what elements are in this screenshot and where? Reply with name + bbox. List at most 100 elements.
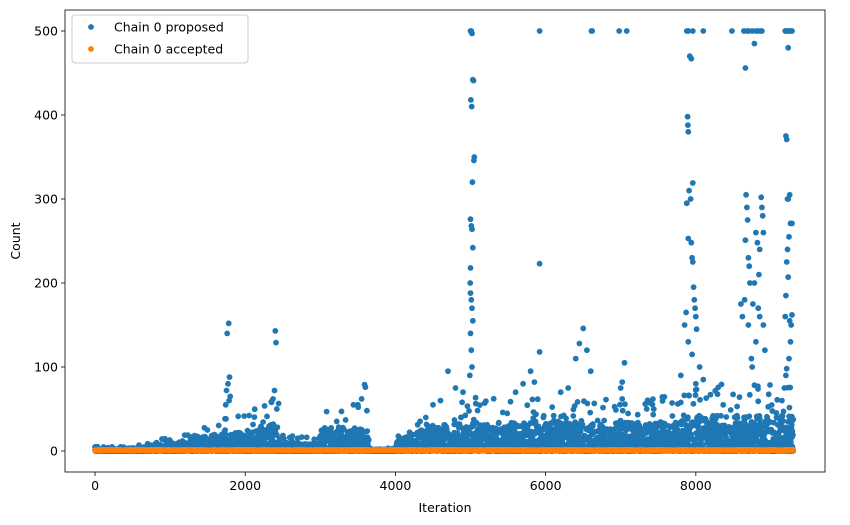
proposed-point (549, 404, 556, 410)
proposed-point (692, 380, 699, 387)
proposed-point (650, 411, 657, 418)
proposed-point (744, 217, 751, 223)
proposed-point (790, 416, 797, 423)
proposed-point (707, 391, 714, 398)
proposed-point (462, 412, 469, 419)
proposed-point (762, 347, 768, 354)
proposed-point (577, 428, 584, 435)
proposed-point (226, 397, 233, 404)
proposed-point (674, 427, 681, 433)
proposed-point (437, 397, 444, 404)
proposed-point (355, 401, 361, 408)
proposed-point (783, 292, 789, 299)
proposed-point (685, 28, 692, 34)
proposed-point (688, 55, 695, 62)
proposed-point (273, 406, 280, 412)
proposed-point (779, 413, 786, 419)
proposed-point (751, 40, 758, 47)
proposed-point (743, 191, 749, 198)
proposed-point (469, 226, 475, 233)
proposed-point (669, 400, 675, 406)
proposed-point (685, 414, 691, 421)
proposed-point (323, 408, 330, 415)
proposed-point (789, 312, 795, 318)
proposed-point (472, 394, 479, 401)
proposed-point (785, 274, 792, 280)
proposed-point (469, 30, 475, 37)
proposed-point (466, 408, 472, 414)
proposed-point (720, 401, 727, 408)
proposed-point (729, 28, 735, 34)
proposed-point (693, 386, 700, 393)
proposed-point (470, 77, 477, 84)
proposed-point (540, 412, 547, 419)
proposed-point (512, 389, 519, 396)
proposed-point (222, 401, 229, 408)
proposed-point (241, 413, 248, 419)
proposed-point (338, 408, 345, 415)
proposed-point (784, 246, 791, 253)
proposed-point (335, 424, 342, 431)
proposed-point (755, 398, 762, 405)
proposed-point (759, 204, 765, 211)
proposed-point (695, 428, 702, 435)
proposed-point (786, 233, 792, 240)
proposed-point (650, 406, 657, 412)
proposed-point (742, 237, 749, 244)
proposed-point (467, 330, 474, 337)
proposed-point (342, 417, 349, 423)
proposed-point (364, 407, 370, 414)
proposed-point (753, 229, 759, 236)
proposed-point (464, 403, 471, 409)
proposed-point (469, 305, 475, 312)
proposed-point (753, 338, 759, 345)
proposed-point (572, 355, 579, 362)
proposed-point (681, 392, 688, 399)
proposed-point (422, 414, 429, 421)
proposed-point (483, 398, 489, 405)
proposed-point (756, 246, 763, 253)
proposed-point (686, 187, 692, 194)
proposed-point (362, 384, 369, 391)
proposed-point (718, 381, 725, 388)
proposed-point (789, 220, 795, 227)
proposed-point (417, 418, 423, 425)
proposed-point (755, 386, 761, 392)
proposed-point (565, 385, 572, 391)
proposed-point (576, 340, 583, 347)
proposed-point (223, 387, 230, 394)
proposed-point (495, 419, 502, 426)
proposed-point (570, 413, 577, 419)
proposed-point (623, 28, 630, 34)
proposed-point (689, 351, 695, 358)
proposed-point (476, 402, 483, 408)
proposed-point (271, 387, 278, 394)
proposed-point (469, 244, 476, 251)
proposed-point (700, 28, 707, 34)
proposed-point (468, 347, 475, 354)
proposed-point (787, 338, 794, 345)
proposed-point (467, 280, 474, 286)
proposed-point (250, 421, 256, 428)
proposed-point (204, 427, 211, 433)
proposed-point (579, 421, 586, 428)
proposed-point (616, 28, 623, 34)
proposed-point (246, 412, 253, 419)
proposed-point (765, 391, 772, 398)
proposed-point (600, 404, 606, 411)
proposed-point (748, 355, 755, 362)
proposed-point (703, 395, 710, 401)
proposed-point (466, 372, 473, 379)
proposed-point (601, 417, 608, 424)
proposed-point (714, 391, 721, 398)
proposed-point (738, 301, 744, 307)
proposed-point (688, 239, 695, 246)
proposed-point (760, 322, 767, 328)
proposed-point (774, 396, 781, 403)
proposed-point (499, 409, 506, 416)
proposed-point (749, 364, 756, 370)
proposed-point (274, 424, 281, 431)
proposed-point (683, 200, 690, 207)
proposed-point (303, 434, 310, 441)
proposed-point (625, 410, 631, 417)
